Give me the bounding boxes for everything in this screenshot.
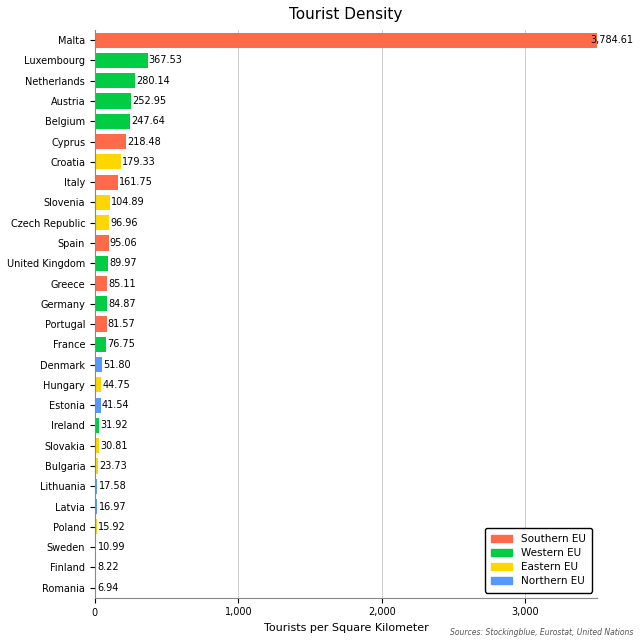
Bar xyxy=(95,276,107,291)
Bar xyxy=(95,479,97,494)
X-axis label: Tourists per Square Kilometer: Tourists per Square Kilometer xyxy=(264,623,428,633)
Text: 51.80: 51.80 xyxy=(104,360,131,370)
Text: 6.94: 6.94 xyxy=(97,582,118,593)
Text: 96.96: 96.96 xyxy=(110,218,138,228)
Text: 16.97: 16.97 xyxy=(99,502,126,511)
Bar xyxy=(95,134,126,149)
Text: Sources: Stockingblue, Eurostat, United Nations: Sources: Stockingblue, Eurostat, United … xyxy=(450,628,634,637)
Text: 84.87: 84.87 xyxy=(108,299,136,308)
Legend: Southern EU, Western EU, Eastern EU, Northern EU: Southern EU, Western EU, Eastern EU, Nor… xyxy=(485,527,592,593)
Text: 89.97: 89.97 xyxy=(109,258,136,268)
Text: 161.75: 161.75 xyxy=(119,177,153,187)
Text: 15.92: 15.92 xyxy=(99,522,126,532)
Bar xyxy=(95,33,638,48)
Text: 8.22: 8.22 xyxy=(97,563,119,572)
Bar xyxy=(95,195,110,210)
Text: 252.95: 252.95 xyxy=(132,96,166,106)
Bar xyxy=(95,337,106,352)
Bar xyxy=(95,580,96,595)
Text: 367.53: 367.53 xyxy=(148,56,182,65)
Text: 81.57: 81.57 xyxy=(108,319,136,329)
Bar xyxy=(95,418,99,433)
Text: 44.75: 44.75 xyxy=(102,380,130,390)
Bar xyxy=(95,499,97,514)
Bar xyxy=(95,296,107,312)
Text: 30.81: 30.81 xyxy=(100,441,128,451)
Bar xyxy=(95,73,135,88)
Text: 85.11: 85.11 xyxy=(108,278,136,289)
Bar xyxy=(95,377,101,392)
Bar xyxy=(95,438,99,453)
Text: 95.06: 95.06 xyxy=(109,238,138,248)
Title: Tourist Density: Tourist Density xyxy=(289,7,403,22)
Text: 10.99: 10.99 xyxy=(98,542,125,552)
Bar xyxy=(95,316,107,332)
Bar xyxy=(95,154,121,170)
Bar xyxy=(95,397,101,413)
Bar xyxy=(95,519,97,534)
Bar xyxy=(95,255,108,271)
Text: 104.89: 104.89 xyxy=(111,197,145,207)
Text: 76.75: 76.75 xyxy=(107,339,135,349)
Text: 179.33: 179.33 xyxy=(122,157,156,167)
Bar xyxy=(95,53,148,68)
Bar xyxy=(95,175,118,189)
Text: 23.73: 23.73 xyxy=(99,461,127,471)
Text: 17.58: 17.58 xyxy=(99,481,126,492)
Text: 31.92: 31.92 xyxy=(100,420,128,431)
Bar xyxy=(95,560,96,575)
Text: 41.54: 41.54 xyxy=(102,400,130,410)
Bar xyxy=(95,458,99,474)
Text: 3,784.61: 3,784.61 xyxy=(591,35,634,45)
Text: 247.64: 247.64 xyxy=(132,116,166,126)
Bar xyxy=(95,93,131,109)
Text: 218.48: 218.48 xyxy=(127,136,161,147)
Bar xyxy=(95,540,97,555)
Bar xyxy=(95,215,109,230)
Bar xyxy=(95,236,109,250)
Bar xyxy=(95,357,102,372)
Bar xyxy=(95,114,131,129)
Text: 280.14: 280.14 xyxy=(136,76,170,86)
